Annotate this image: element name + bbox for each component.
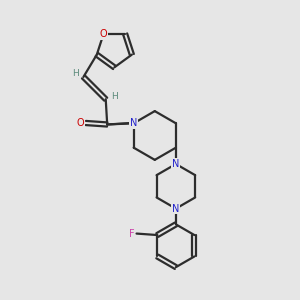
Text: F: F xyxy=(129,229,134,238)
Text: H: H xyxy=(111,92,117,101)
Text: O: O xyxy=(100,29,107,39)
Text: N: N xyxy=(172,204,180,214)
Text: O: O xyxy=(76,118,84,128)
Text: H: H xyxy=(72,70,79,79)
Text: N: N xyxy=(172,159,180,169)
Text: N: N xyxy=(130,118,137,128)
